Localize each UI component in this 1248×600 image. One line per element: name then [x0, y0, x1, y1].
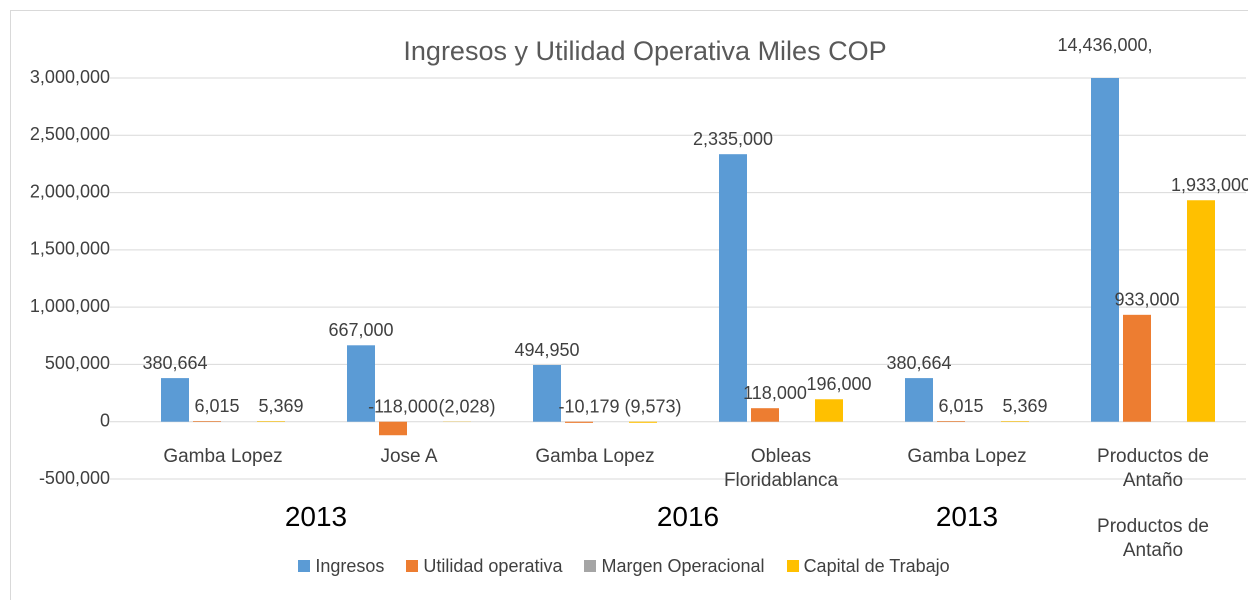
y-tick-label: -500,000	[39, 468, 110, 488]
data-label: 6,015	[938, 396, 983, 416]
bar	[347, 345, 375, 422]
plot-area	[161, 78, 1215, 436]
x-tick-label: Gamba Lopez	[163, 446, 283, 467]
data-label: 933,000	[1114, 290, 1179, 310]
chart-border	[10, 10, 1248, 600]
chart-title: Ingresos y Utilidad Operativa Miles COP	[403, 36, 886, 66]
y-tick-label: 1,500,000	[30, 239, 110, 259]
data-label: (2,028)	[438, 396, 495, 416]
bar	[565, 421, 593, 423]
legend: Ingresos Utilidad operativa Margen Operaci…	[0, 556, 1248, 577]
legend-label: Margen Operacional	[601, 556, 765, 576]
y-tick-label: 0	[100, 410, 110, 430]
bar	[629, 421, 657, 423]
legend-label: Capital de Trabajo	[803, 556, 950, 576]
y-tick-label: 500,000	[45, 353, 110, 373]
data-label: -10,179	[558, 396, 619, 416]
bar	[815, 399, 843, 422]
bar	[1187, 200, 1215, 422]
bar	[533, 365, 561, 422]
bar	[161, 378, 189, 422]
bar	[1001, 421, 1029, 422]
x-tick-label: Obleas Floridablanca	[723, 446, 839, 491]
data-label: 1,933,000	[1171, 175, 1248, 195]
data-label: (9,573)	[624, 396, 681, 416]
data-label: 380,664	[142, 353, 207, 373]
data-label: 2,335,000	[693, 129, 773, 149]
x-tick-label: Jose A	[380, 446, 438, 467]
data-label: 380,664	[886, 353, 951, 373]
legend-item: Utilidad operativa	[406, 556, 562, 577]
data-label: 14,436,000,	[1057, 35, 1152, 55]
group-label: 2013	[284, 501, 348, 532]
data-label: -118,000	[368, 396, 438, 416]
legend-item: Margen Operacional	[584, 556, 765, 577]
legend-label: Utilidad operativa	[423, 556, 563, 576]
data-label: 118,000	[743, 383, 807, 403]
y-tick-label: 3,000,000	[30, 67, 110, 87]
data-label: 5,369	[1002, 396, 1047, 416]
bar	[719, 154, 747, 422]
data-label: 196,000	[806, 374, 871, 394]
y-tick-label: 2,000,000	[30, 181, 110, 201]
y-tick-label: 1,000,000	[30, 296, 110, 316]
data-label: 5,369	[258, 396, 303, 416]
y-tick-label: 2,500,000	[30, 124, 110, 144]
data-label: 6,015	[194, 396, 239, 416]
group-label: Productos de Antaño	[1097, 516, 1209, 561]
data-label: 494,950	[514, 340, 579, 360]
legend-swatch	[298, 560, 311, 572]
bar	[937, 421, 965, 422]
bar	[379, 421, 407, 436]
bar	[257, 421, 285, 422]
x-tick-label: Gamba Lopez	[535, 446, 655, 467]
bar	[751, 408, 779, 422]
bar	[905, 378, 933, 422]
legend-item: Capital de Trabajo	[786, 556, 950, 577]
legend-swatch	[786, 560, 799, 572]
x-tick-label: Gamba Lopez	[907, 446, 1027, 467]
bar	[193, 421, 221, 422]
group-label: 2013	[935, 501, 999, 532]
group-label: 2016	[656, 501, 720, 532]
data-label: 667,000	[328, 320, 393, 340]
legend-label: Ingresos	[315, 556, 385, 576]
legend-swatch	[406, 560, 419, 572]
x-tick-label: Productos de Antaño	[1097, 446, 1209, 491]
bar	[1091, 78, 1119, 422]
bar	[1123, 314, 1151, 422]
legend-swatch	[584, 560, 597, 572]
legend-item: Ingresos	[298, 556, 384, 577]
